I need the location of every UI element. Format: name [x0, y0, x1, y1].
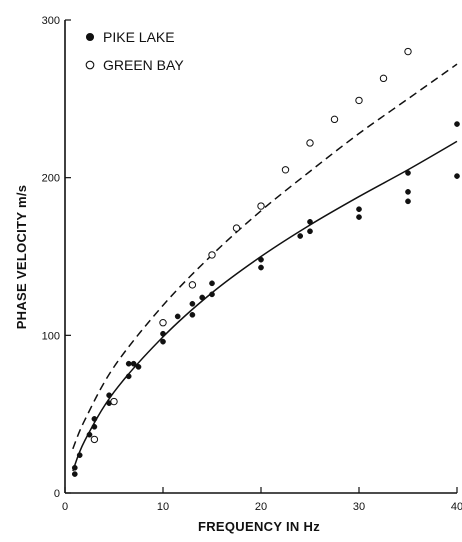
pike-lake-point [199, 294, 206, 301]
legend-label-green-bay: GREEN BAY [103, 57, 184, 73]
y-tick-label: 300 [42, 15, 60, 27]
pike-lake-point [71, 464, 78, 471]
green-bay-point [379, 74, 388, 83]
pike-lake-point [86, 431, 93, 438]
x-tick-label: 40 [451, 501, 462, 513]
fit-curves-group [72, 63, 458, 472]
pike-lake-point [209, 291, 215, 298]
pike-lake-point [160, 338, 166, 345]
green-bay-point [159, 319, 167, 327]
axis-ticks-group: 0 10 20 30 40 0 100 200 300 [42, 15, 462, 513]
pike-lake-point [76, 452, 83, 459]
pike-lake-point [189, 300, 196, 307]
green-bay-point [355, 96, 363, 105]
pike-lake-point [106, 392, 112, 399]
data-points-group [71, 47, 460, 477]
pike-lake-point [405, 189, 411, 195]
green-bay-point [404, 47, 412, 56]
x-tick-label: 30 [353, 501, 365, 513]
green-bay-point [110, 397, 118, 406]
legend-label-pike-lake: PIKE LAKE [103, 29, 175, 45]
y-tick-label: 100 [42, 330, 60, 342]
pike-lake-point [209, 280, 215, 287]
pike-lake-point [405, 170, 411, 176]
pike-lake-point [454, 121, 460, 127]
y-tick-label: 0 [54, 488, 60, 500]
x-tick-label: 0 [62, 501, 68, 513]
y-tick-label: 200 [42, 173, 60, 185]
green-bay-point [330, 115, 339, 124]
pike-lake-point [91, 416, 98, 422]
pike-lake-point [297, 233, 304, 239]
green-bay-point [208, 251, 216, 259]
x-tick-label: 10 [157, 501, 169, 513]
green-bay-point [188, 281, 197, 289]
pike-lake-point [356, 214, 362, 220]
pike-lake-point [135, 364, 142, 370]
pike-lake-point [189, 311, 196, 318]
pike-lake-point [174, 313, 181, 320]
pike-lake-point [125, 360, 132, 367]
pike-lake-point [356, 206, 362, 213]
green-bay-point [257, 202, 265, 210]
pike-lake-point [405, 198, 411, 205]
green-bay-point [90, 435, 99, 444]
green-bay-point [281, 166, 290, 174]
pike-lake-point [71, 471, 78, 477]
y-axis-title: PHASE VELOCITY m/s [14, 185, 29, 330]
pike-lake-point [258, 264, 264, 271]
green-bay-fit-curve [72, 63, 458, 450]
pike-lake-fit-curve [72, 140, 458, 472]
pike-lake-point [258, 256, 264, 263]
legend-marker-green-bay [85, 60, 95, 70]
legend-marker-pike-lake [85, 32, 95, 42]
pike-lake-point [91, 423, 98, 430]
x-axis-title: FREQUENCY IN Hz [198, 519, 320, 534]
green-bay-point [306, 139, 314, 147]
legend: PIKE LAKE GREEN BAY [85, 29, 184, 73]
pike-lake-point [130, 360, 137, 367]
green-bay-point [232, 224, 241, 232]
pike-lake-point [307, 228, 313, 235]
pike-lake-point [307, 218, 313, 225]
pike-lake-point [454, 173, 460, 179]
pike-lake-point [160, 330, 166, 337]
x-tick-label: 20 [255, 501, 267, 513]
pike-lake-point [125, 373, 132, 380]
